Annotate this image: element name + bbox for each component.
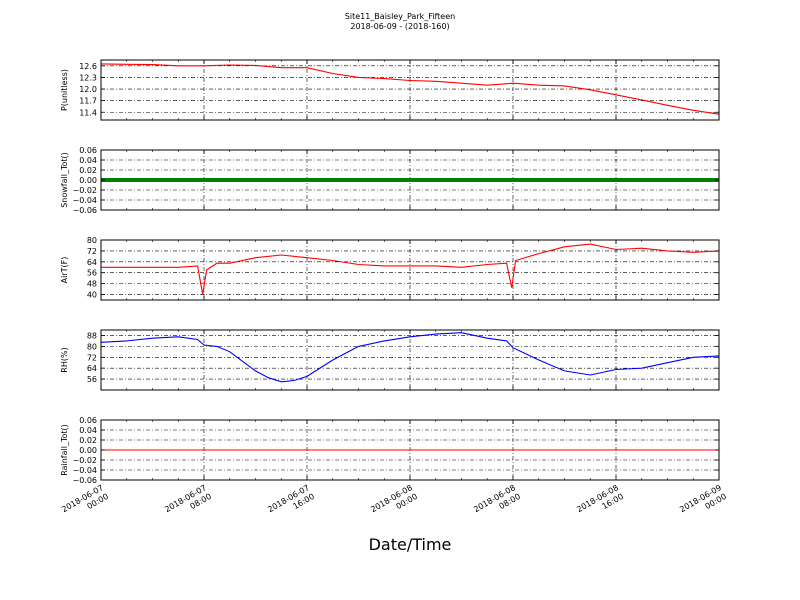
y-tick-label: 11.4 xyxy=(79,108,97,117)
y-tick-label: 48 xyxy=(87,280,97,289)
y-axis-label: RH(%) xyxy=(60,347,69,372)
y-tick-label: 0.02 xyxy=(79,166,97,175)
y-tick-label: −0.06 xyxy=(72,206,97,215)
y-tick-label: 12.0 xyxy=(79,85,97,94)
chart-panel: 88 80 72 64 56 RH(%) xyxy=(60,329,720,391)
y-tick-label: 72 xyxy=(87,353,97,362)
y-tick-label: 0.06 xyxy=(79,416,97,425)
y-tick-label: 80 xyxy=(87,342,97,351)
figure-subtitle: 2018-06-09 - (2018-160) xyxy=(350,22,449,31)
y-tick-label: 72 xyxy=(87,247,97,256)
chart-panel: 80 72 64 56 48 40 AirT(F) xyxy=(60,236,720,301)
y-tick-label: 88 xyxy=(87,331,97,340)
figure-title: Site11_Baisley_Park_Fifteen xyxy=(345,12,455,21)
y-tick-label: 0.00 xyxy=(79,446,97,455)
y-tick-label: 11.7 xyxy=(79,97,97,106)
y-tick-label: 64 xyxy=(87,258,97,267)
y-tick-label: −0.06 xyxy=(72,476,97,485)
series-line xyxy=(100,332,720,383)
y-axis-label: AirT(F) xyxy=(60,257,69,284)
y-tick-label: 56 xyxy=(87,375,97,384)
y-tick-label: 56 xyxy=(87,269,97,278)
y-axis-label: Rainfall_Tot() xyxy=(60,424,69,476)
y-tick-label: −0.02 xyxy=(72,456,97,465)
y-tick-label: 0.06 xyxy=(79,146,97,155)
y-tick-label: −0.04 xyxy=(72,196,97,205)
x-axis-label: Date/Time xyxy=(369,535,452,554)
y-tick-label: −0.04 xyxy=(72,466,97,475)
y-tick-label: 12.6 xyxy=(79,62,97,71)
series-line xyxy=(100,63,720,115)
y-tick-label: 0.04 xyxy=(79,156,97,165)
series-line xyxy=(101,243,720,295)
y-tick-label: 0.00 xyxy=(79,176,97,185)
y-tick-label: 12.3 xyxy=(79,73,97,82)
y-axis-label: Snowfall_Tot() xyxy=(60,152,69,208)
y-axis-label: P(unitless) xyxy=(60,69,69,111)
panels: 12.612.312.011.711.4P(unitless)0.060.040… xyxy=(60,59,720,485)
chart-panel: 0.060.040.020.00−0.02−0.04−0.06Snowfall_… xyxy=(60,146,720,215)
chart-panel: 12.6 12.3 12.0 11.7 11.4 P(unitless) xyxy=(60,59,720,121)
y-tick-label: 80 xyxy=(87,236,97,245)
y-tick-label: 64 xyxy=(87,364,97,373)
y-tick-label: 40 xyxy=(87,291,97,300)
y-tick-label: 0.02 xyxy=(79,436,97,445)
y-tick-label: 0.04 xyxy=(79,426,97,435)
chart-panel: 0.060.040.020.00−0.02−0.04−0.06Rainfall_… xyxy=(60,416,720,485)
y-tick-label: −0.02 xyxy=(72,186,97,195)
